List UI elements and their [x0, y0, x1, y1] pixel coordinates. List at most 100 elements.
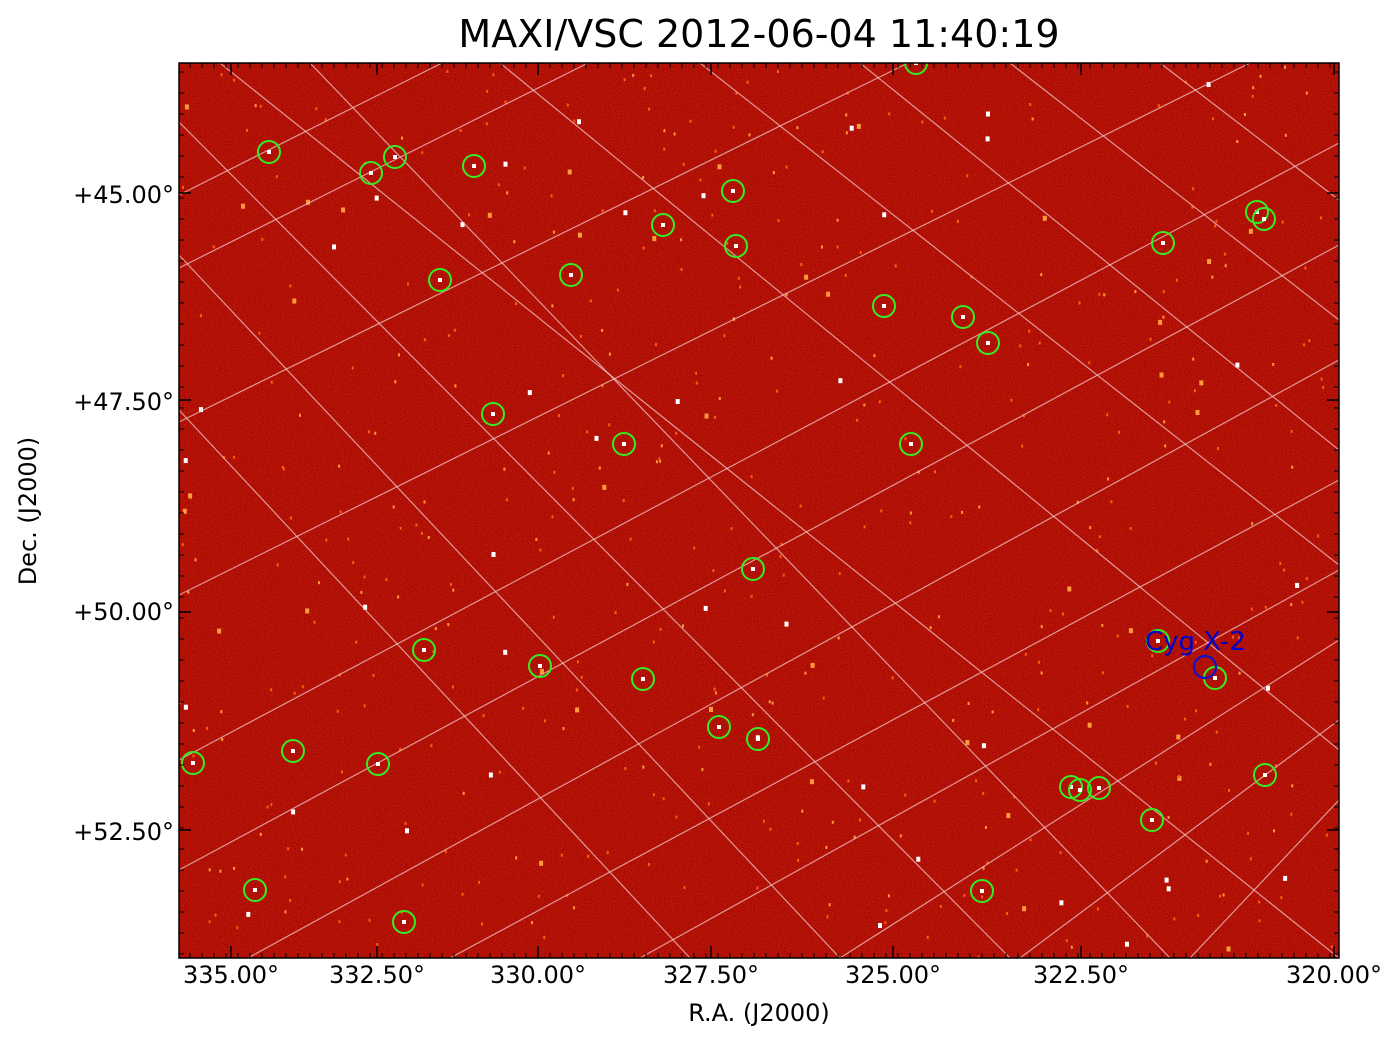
speckle [849, 125, 854, 131]
speckle [1076, 500, 1079, 504]
speckle [488, 772, 493, 778]
speckle [1259, 74, 1262, 78]
speckle [338, 920, 341, 924]
speckle [1281, 220, 1284, 224]
speckle [1290, 429, 1293, 433]
speckle [505, 498, 508, 502]
speckle [963, 893, 966, 897]
speckle [1029, 103, 1032, 106]
speckle [982, 792, 985, 796]
catalog-source-circle [1253, 763, 1277, 787]
speckle [1024, 652, 1027, 656]
speckle [301, 685, 304, 689]
speckle [981, 895, 984, 899]
speckle [756, 886, 759, 890]
speckle [680, 268, 683, 271]
speckle [623, 78, 626, 82]
speckle [1164, 877, 1169, 883]
speckle [399, 526, 402, 530]
speckle [1304, 266, 1307, 270]
source-spot [472, 164, 476, 168]
speckle [1159, 372, 1164, 378]
speckle [246, 128, 248, 132]
speckle [258, 331, 261, 335]
speckle [560, 853, 563, 857]
speckle [739, 285, 742, 289]
speckle [714, 691, 717, 695]
speckle [673, 132, 676, 136]
y-axis-tick-labels: +45.00° +47.50° +50.00° +52.50° [73, 181, 174, 846]
speckle [1283, 568, 1286, 572]
speckle [1224, 252, 1227, 256]
x-tick-label: 320.00° [1286, 961, 1382, 989]
speckle [284, 910, 287, 914]
catalog-source-circle [724, 234, 748, 258]
speckle [689, 119, 692, 123]
speckle [601, 384, 604, 388]
speckle [192, 729, 195, 732]
speckle [1078, 301, 1081, 305]
speckle [423, 338, 426, 342]
speckle [566, 103, 569, 107]
speckle [978, 505, 981, 509]
speckle [200, 314, 202, 318]
speckle [194, 558, 197, 562]
speckle [693, 546, 696, 550]
speckle [845, 131, 848, 135]
speckle [1049, 609, 1052, 613]
speckle [1272, 362, 1275, 366]
speckle [831, 820, 834, 824]
catalog-source-circle [970, 879, 994, 903]
speckle [956, 219, 959, 223]
y-axis-label: Dec. (J2000) [14, 437, 42, 586]
speckle [1015, 868, 1018, 872]
speckle [1031, 117, 1034, 121]
speckle [1224, 264, 1227, 268]
speckle [341, 207, 346, 213]
speckle [552, 615, 555, 619]
speckle [863, 403, 866, 407]
speckle [184, 104, 189, 110]
speckle [943, 116, 946, 120]
speckle [1110, 500, 1113, 504]
catalog-source-circle [1252, 207, 1276, 231]
speckle [891, 676, 894, 680]
speckle [713, 415, 716, 419]
speckle [762, 819, 765, 823]
speckle [844, 273, 847, 277]
speckle [399, 747, 402, 751]
speckle [1250, 607, 1253, 611]
speckle [1116, 634, 1119, 638]
speckle [991, 710, 994, 714]
speckle [487, 212, 492, 218]
source-spot [538, 664, 542, 668]
speckle [751, 713, 754, 717]
speckle [810, 779, 814, 785]
grid-line [1019, 719, 1339, 958]
catalog-source-circle [462, 154, 486, 178]
catalog-source-circle [1087, 776, 1111, 800]
speckle [1040, 625, 1043, 629]
speckle [1019, 344, 1022, 348]
speckle [750, 594, 753, 598]
speckle [652, 236, 657, 242]
speckle [602, 484, 607, 490]
speckle [712, 569, 715, 573]
speckle [1247, 831, 1249, 835]
speckle [1175, 278, 1178, 282]
speckle [642, 176, 645, 179]
speckle [299, 413, 301, 417]
catalog-source-circle [412, 638, 436, 662]
x-tick-label: 335.00° [183, 961, 279, 989]
speckle [748, 133, 751, 137]
speckle [427, 536, 430, 539]
speckle [1206, 82, 1211, 87]
speckle [503, 467, 506, 471]
speckle [659, 627, 662, 631]
speckle [270, 803, 273, 807]
speckle [1162, 290, 1165, 294]
speckle [293, 691, 296, 695]
speckle [1192, 357, 1195, 361]
speckle [1296, 636, 1299, 640]
speckle [632, 73, 635, 77]
